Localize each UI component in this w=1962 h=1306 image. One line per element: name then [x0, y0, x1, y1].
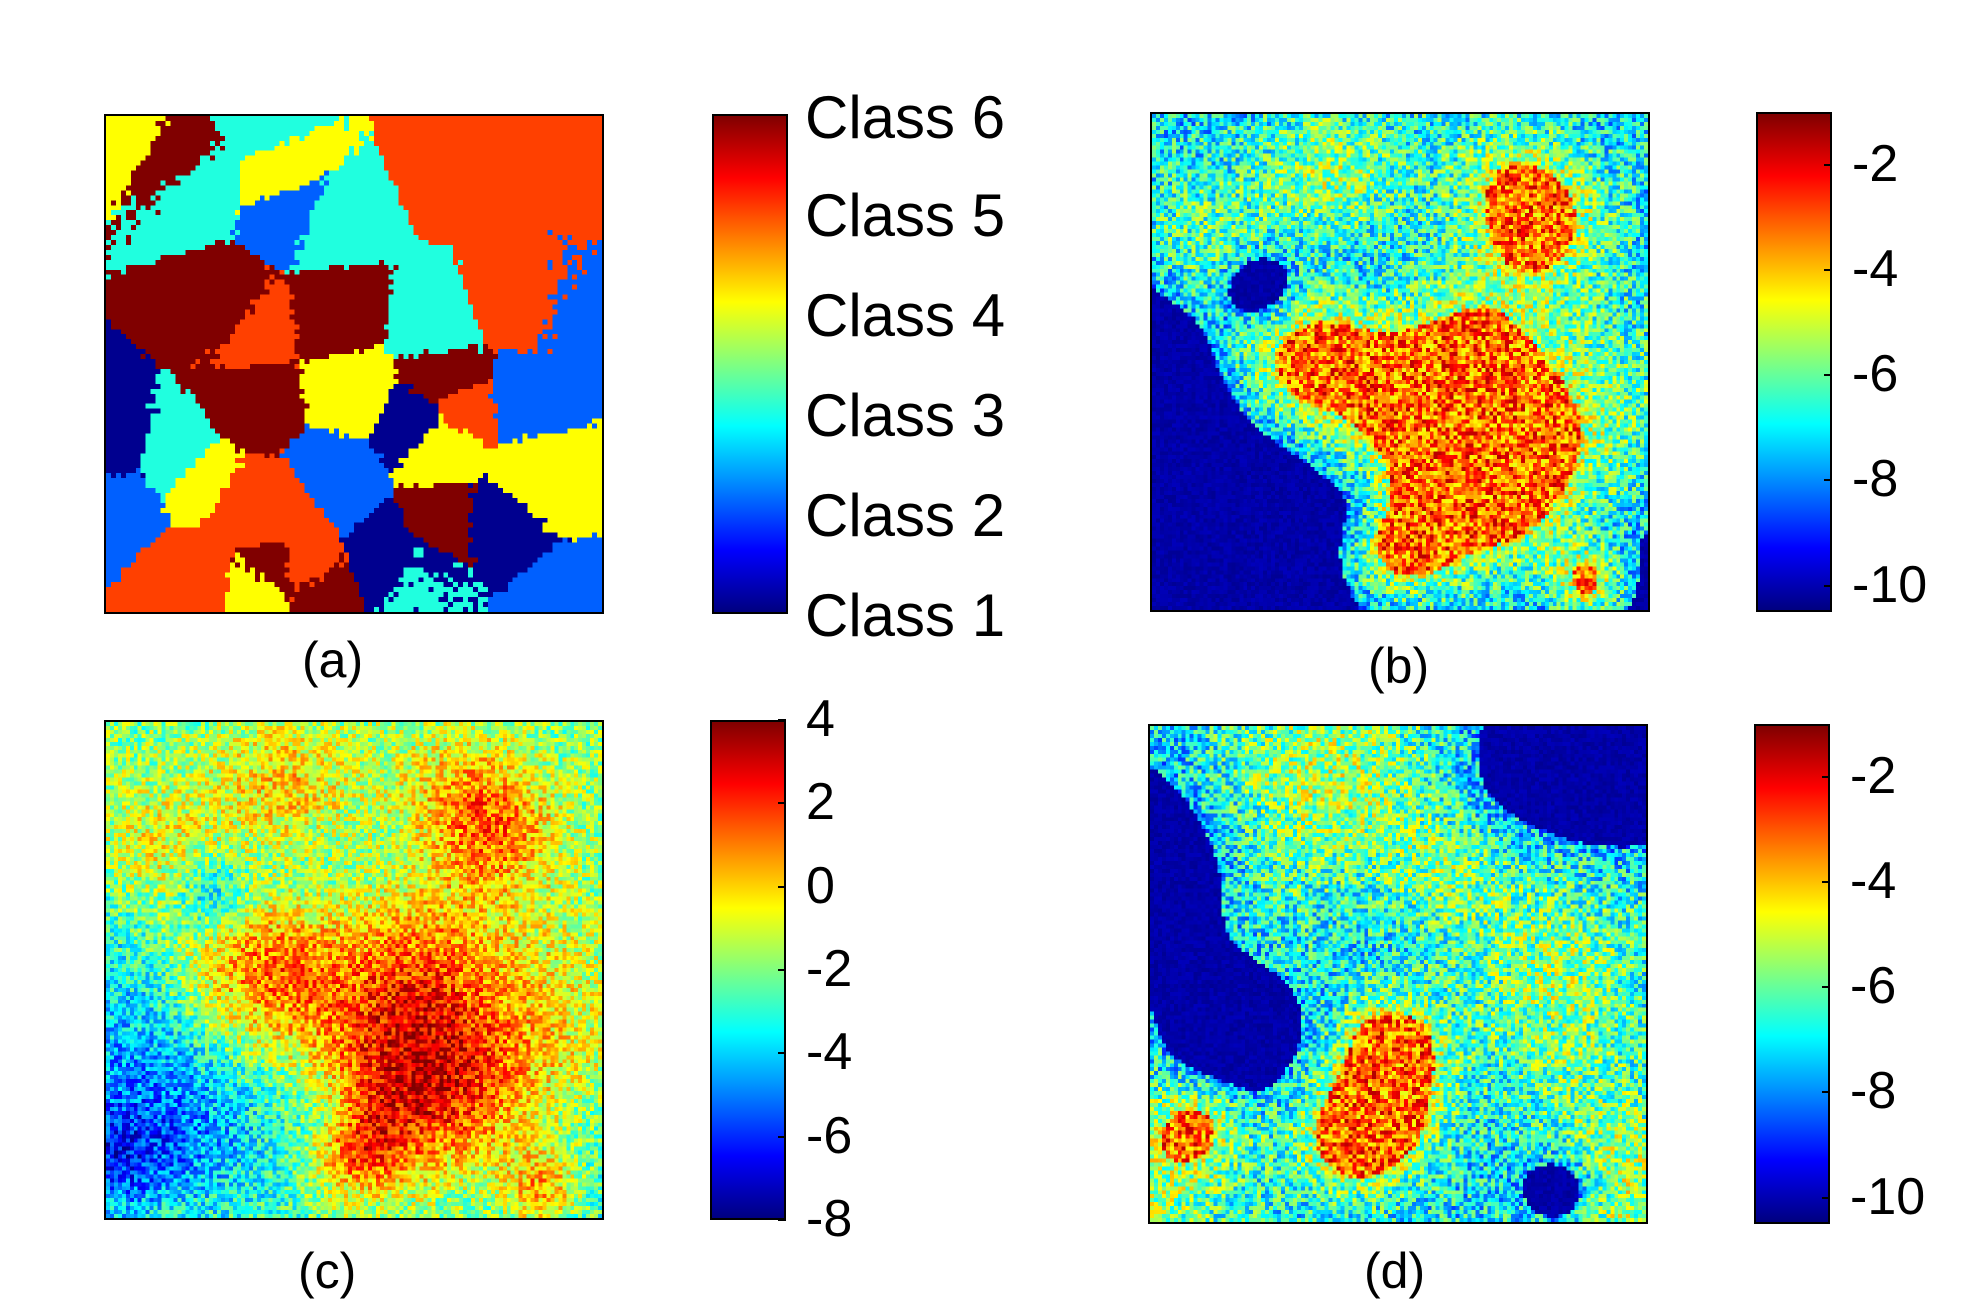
colorbar-tick-label: 0	[806, 856, 835, 915]
colorbar-tick-label: -10	[1850, 1167, 1926, 1226]
colorbar-tick-label: -8	[806, 1190, 853, 1248]
colorbar-a	[712, 114, 788, 614]
heatmap-b-canvas	[1152, 114, 1648, 610]
heatmap-b	[1150, 112, 1650, 612]
heatmap-a-canvas	[106, 116, 602, 612]
colorbar-tick-label: -4	[806, 1023, 853, 1082]
colorbar-d-gradient	[1756, 726, 1828, 1222]
colorbar-a-label-6: Class 6	[805, 84, 1006, 151]
colorbar-tick-mark	[1822, 880, 1830, 883]
colorbar-tick-label: 2	[806, 773, 835, 832]
colorbar-tick-mark	[778, 719, 786, 721]
colorbar-tick-label: -2	[806, 940, 853, 998]
colorbar-tick-mark	[778, 885, 786, 888]
colorbar-tick-label: -4	[1852, 239, 1899, 298]
caption-a: (a)	[302, 632, 364, 688]
colorbar-tick-mark	[778, 969, 786, 971]
colorbar-tick-label: -8	[1852, 450, 1899, 509]
colorbar-tick-label: -4	[1850, 851, 1897, 910]
colorbar-tick-label: -10	[1852, 555, 1928, 614]
heatmap-d	[1148, 724, 1648, 1224]
colorbar-tick-mark	[1822, 775, 1830, 778]
colorbar-a-label-4: Class 4	[805, 282, 1006, 349]
colorbar-c-gradient	[712, 722, 784, 1218]
colorbar-c	[710, 720, 786, 1220]
colorbar-tick-label: 4	[806, 690, 835, 748]
colorbar-tick-label: -2	[1850, 746, 1897, 805]
colorbar-tick-mark	[1824, 163, 1832, 166]
colorbar-tick-label: -8	[1850, 1062, 1897, 1121]
caption-c: (c)	[298, 1243, 357, 1299]
caption-b: (b)	[1368, 638, 1430, 694]
colorbar-a-gradient	[714, 116, 786, 612]
colorbar-a-label-2: Class 2	[805, 482, 1006, 549]
colorbar-tick-label: -6	[806, 1106, 853, 1165]
colorbar-tick-mark	[1822, 1196, 1830, 1199]
colorbar-a-label-3: Class 3	[805, 382, 1006, 449]
colorbar-tick-mark	[778, 1135, 786, 1138]
heatmap-c-canvas	[106, 722, 602, 1218]
heatmap-d-canvas	[1150, 726, 1646, 1222]
caption-d: (d)	[1364, 1243, 1426, 1299]
colorbar-d	[1754, 724, 1830, 1224]
colorbar-tick-mark	[1824, 268, 1832, 271]
colorbar-tick-mark	[1822, 1091, 1830, 1094]
colorbar-tick-label: -2	[1852, 134, 1899, 193]
colorbar-tick-mark	[1824, 374, 1832, 377]
colorbar-tick-label: -6	[1852, 345, 1899, 404]
colorbar-tick-mark	[778, 1052, 786, 1055]
colorbar-tick-mark	[1822, 986, 1830, 989]
colorbar-a-label-5: Class 5	[805, 182, 1006, 249]
colorbar-tick-mark	[1824, 584, 1832, 587]
colorbar-tick-mark	[1824, 479, 1832, 482]
colorbar-tick-mark	[778, 1219, 786, 1221]
colorbar-a-label-1: Class 1	[805, 582, 1006, 649]
colorbar-b-gradient	[1758, 114, 1830, 610]
colorbar-b	[1756, 112, 1832, 612]
heatmap-c	[104, 720, 604, 1220]
colorbar-tick-mark	[778, 802, 786, 805]
colorbar-tick-label: -6	[1850, 957, 1897, 1016]
heatmap-a	[104, 114, 604, 614]
